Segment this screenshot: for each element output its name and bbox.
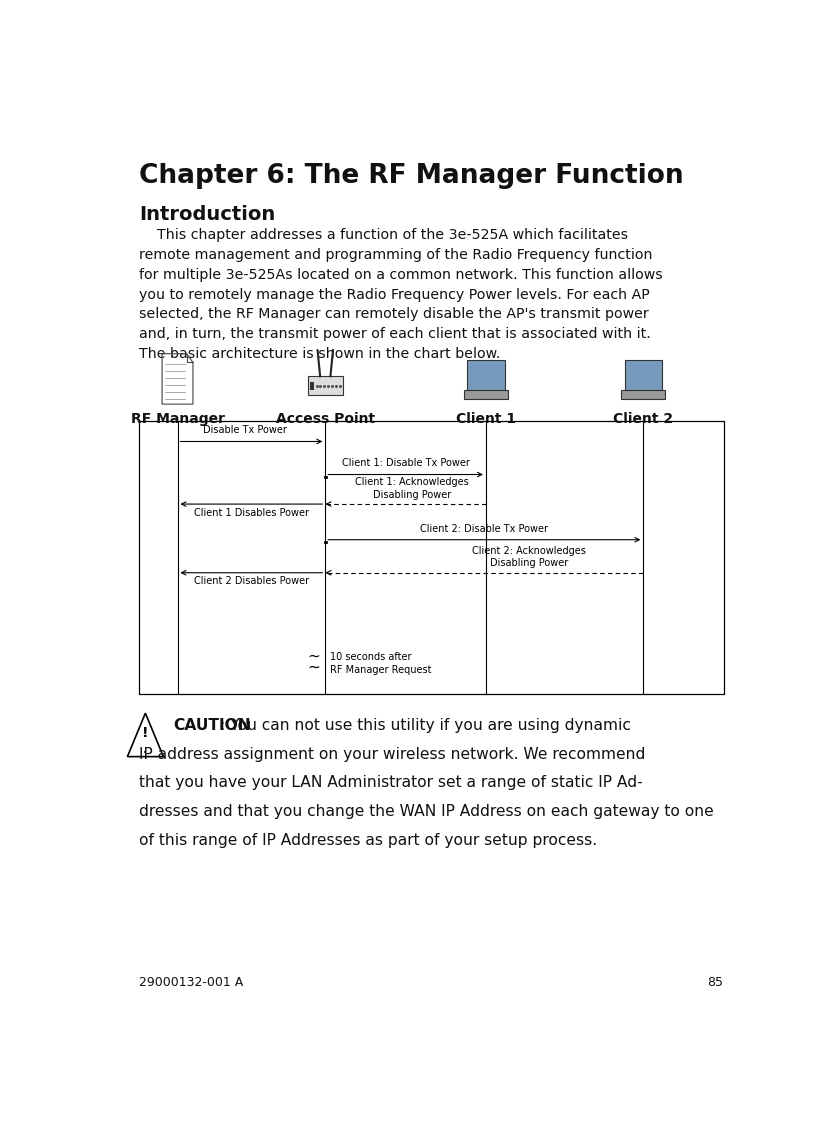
Text: Client 2: Acknowledges
Disabling Power: Client 2: Acknowledges Disabling Power [472, 546, 585, 568]
Bar [621, 391, 664, 399]
Text: Client 1: Client 1 [455, 412, 515, 426]
Bar [624, 360, 661, 394]
Text: CAUTION: CAUTION [173, 718, 250, 733]
Text: dresses and that you change the WAN IP Address on each gateway to one: dresses and that you change the WAN IP A… [139, 804, 713, 819]
Bar [307, 376, 343, 395]
Bar [139, 421, 723, 693]
Text: of this range of IP Addresses as part of your setup process.: of this range of IP Addresses as part of… [139, 833, 596, 848]
Text: Client 2: Client 2 [613, 412, 672, 426]
Text: Client 2 Disables Power: Client 2 Disables Power [194, 576, 309, 586]
Text: Client 1: Acknowledges
Disabling Power: Client 1: Acknowledges Disabling Power [354, 478, 469, 500]
Bar [464, 391, 507, 399]
Polygon shape [128, 714, 163, 756]
Text: Disable Tx Power: Disable Tx Power [203, 426, 286, 436]
Text: 29000132-001 A: 29000132-001 A [139, 977, 243, 989]
Bar [309, 382, 314, 391]
Text: 10 seconds after
RF Manager Request: 10 seconds after RF Manager Request [330, 651, 431, 675]
Text: : You can not use this utility if you are using dynamic: : You can not use this utility if you ar… [219, 718, 630, 733]
Text: IP address assignment on your wireless network. We recommend: IP address assignment on your wireless n… [139, 746, 644, 762]
Text: •: • [143, 750, 147, 755]
Text: ~: ~ [307, 649, 320, 664]
Text: Introduction: Introduction [139, 205, 275, 224]
Text: Client 1 Disables Power: Client 1 Disables Power [194, 508, 309, 517]
Text: Client 1: Disable Tx Power: Client 1: Disable Tx Power [341, 458, 469, 469]
Text: This chapter addresses a function of the 3e-525A which facilitates
remote manage: This chapter addresses a function of the… [139, 228, 662, 361]
Text: RF Manager: RF Manager [130, 412, 224, 426]
Polygon shape [162, 353, 193, 404]
Text: ~: ~ [307, 660, 320, 675]
Bar [467, 360, 504, 394]
Text: that you have your LAN Administrator set a range of static IP Ad-: that you have your LAN Administrator set… [139, 776, 642, 790]
Text: Client 2: Disable Tx Power: Client 2: Disable Tx Power [420, 524, 547, 534]
Text: 85: 85 [707, 977, 723, 989]
Text: !: ! [142, 726, 148, 739]
Text: Chapter 6: The RF Manager Function: Chapter 6: The RF Manager Function [139, 164, 683, 190]
Text: Access Point: Access Point [276, 412, 374, 426]
